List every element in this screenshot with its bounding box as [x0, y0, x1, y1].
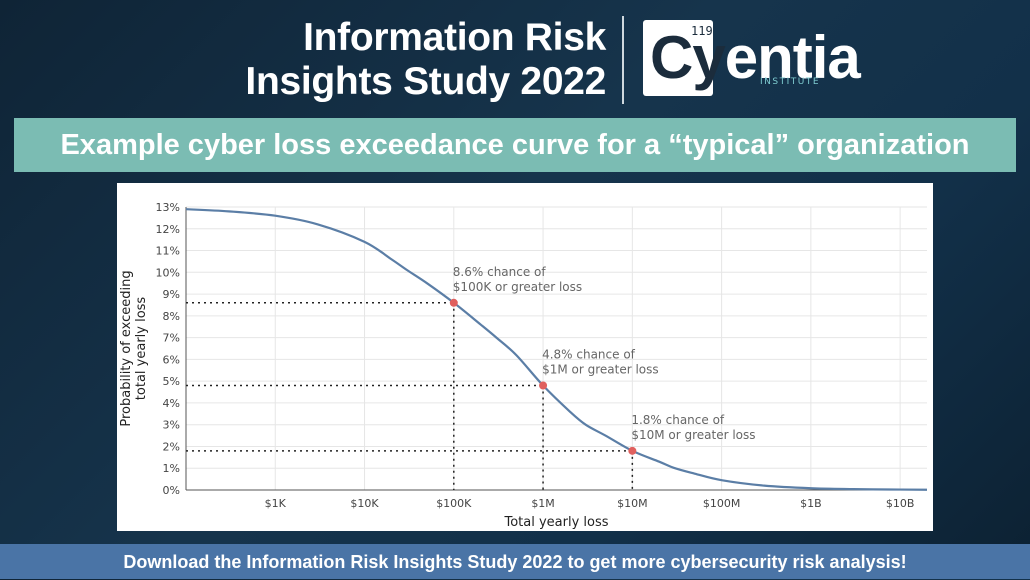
annotation-line-1: 1.8% chance of [631, 413, 725, 427]
logo-number: 119 [691, 24, 713, 38]
page-title: Information Risk Insights Study 2022 [245, 16, 606, 104]
x-tick-label: $100M [703, 497, 741, 510]
y-tick-label: 4% [163, 397, 180, 410]
y-tick-label: 3% [163, 419, 180, 432]
y-tick-label: 7% [163, 332, 180, 345]
footer-banner[interactable]: Download the Information Risk Insights S… [0, 544, 1030, 579]
annotation-line-2: $10M or greater loss [631, 428, 755, 442]
y-tick-label: 8% [163, 310, 180, 323]
x-tick-label: $10M [617, 497, 648, 510]
y-tick-label: 11% [156, 245, 180, 258]
x-tick-label: $1B [800, 497, 822, 510]
highlight-marker [628, 446, 637, 455]
y-tick-label: 5% [163, 375, 180, 388]
y-tick-label: 10% [156, 266, 180, 279]
x-tick-label: $1M [531, 497, 555, 510]
chart-panel: 0% 1% 2% 3% 4% 5% 6% 7% 8% 9% 10% 11% 12% 13% $1K $10K $… [117, 183, 933, 531]
y-axis-title-line-1: Probability of exceeding [119, 270, 134, 426]
x-tick-label: $1K [265, 497, 287, 510]
y-tick-label: 13% [156, 201, 180, 214]
y-tick-label: 2% [163, 440, 180, 453]
logo-subtitle: INSTITUTE [760, 77, 821, 87]
y-axis-title-line-2: total yearly loss [134, 297, 149, 401]
header-divider [622, 16, 624, 104]
highlight-marker [449, 298, 458, 307]
annotation-line-2: $100K or greater loss [453, 280, 582, 294]
header: Information Risk Insights Study 2022 119… [0, 0, 1030, 112]
exceedance-curve [185, 208, 928, 491]
y-tick-label: 0% [163, 484, 180, 497]
logo-word-entia: entia [724, 24, 861, 91]
x-tick-label: $10K [350, 497, 379, 510]
logo-box [643, 20, 713, 96]
y-tick-label: 6% [163, 353, 180, 366]
y-tick-label: 1% [163, 462, 180, 475]
title-line-2: Insights Study 2022 [245, 60, 606, 103]
annotation-line-1: 8.6% chance of [453, 265, 547, 279]
title-line-1: Information Risk [303, 16, 606, 59]
x-axis-title: Total yearly loss [503, 515, 608, 530]
annotation-line-2: $1M or greater loss [542, 363, 659, 377]
cyentia-logo: Cyentia [650, 28, 861, 88]
x-tick-label: $10B [886, 497, 915, 510]
y-tick-label: 12% [156, 223, 180, 236]
loss-exceedance-chart: 0% 1% 2% 3% 4% 5% 6% 7% 8% 9% 10% 11% 12% 13% $1K $10K $… [119, 201, 928, 530]
highlight-marker [539, 381, 548, 390]
y-tick-label: 9% [163, 288, 180, 301]
subtitle-banner: Example cyber loss exceedance curve for … [14, 118, 1016, 172]
logo-word-cy: Cy [650, 24, 726, 91]
annotation-line-1: 4.8% chance of [542, 348, 636, 362]
x-tick-label: $100K [436, 497, 472, 510]
